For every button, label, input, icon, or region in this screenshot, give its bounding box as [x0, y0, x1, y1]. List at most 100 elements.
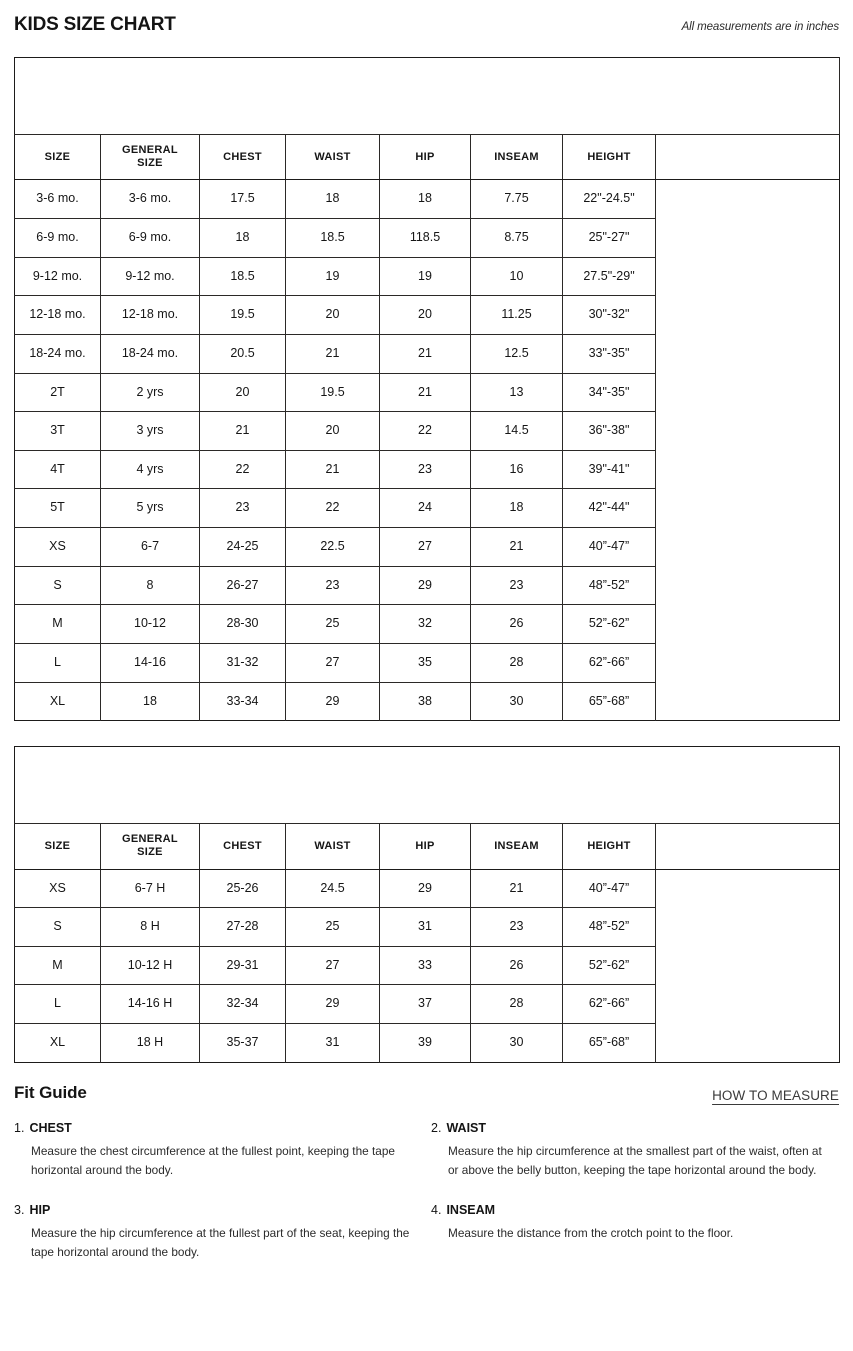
col-header-hip: HIP [379, 823, 471, 870]
cell-chest: 32-34 [199, 984, 286, 1024]
table-row: 5T 5 yrs 23 22 24 18 42"-44" [14, 488, 840, 528]
cell-general: 9-12 mo. [100, 257, 200, 297]
how-to-measure-link[interactable]: HOW TO MEASURE [712, 1087, 839, 1103]
cell-general: 14-16 [100, 643, 200, 683]
cell-waist: 19 [285, 257, 380, 297]
cell-waist: 27 [285, 643, 380, 683]
cell-inseam: 23 [470, 566, 563, 606]
cell-height: 30"-32" [562, 295, 656, 335]
cell-hip: 37 [379, 984, 471, 1024]
brand-x-logo-icon [780, 768, 823, 803]
cell-height: 40”-47” [562, 527, 656, 567]
table-header-row: SIZE GENERAL SIZE CHEST WAIST HIP INSEAM … [14, 134, 840, 181]
cell-inseam: 21 [470, 527, 563, 567]
cell-waist: 18.5 [285, 218, 380, 258]
table-row: L 14-16 31-32 27 35 28 62”-66” [14, 643, 840, 683]
cell-size: L [14, 984, 101, 1024]
cell-size: XL [14, 682, 101, 721]
cell-chest: 21 [199, 411, 286, 451]
cell-inseam: 21 [470, 869, 563, 909]
table-row: 4T 4 yrs 22 21 23 16 39"-41" [14, 450, 840, 490]
cell-blank [655, 984, 840, 1024]
husky-size-table: KIDS - HUSKY SIZE GENERAL SIZE CHEST WAIS… [14, 746, 841, 1063]
cell-waist: 29 [285, 984, 380, 1024]
cell-waist: 22.5 [285, 527, 380, 567]
table-band-kids: KIDS [14, 57, 840, 135]
cell-general: 18 H [100, 1023, 200, 1063]
cell-chest: 29-31 [199, 946, 286, 986]
cell-general: 6-9 mo. [100, 218, 200, 258]
cell-size: S [14, 566, 101, 606]
cell-hip: 27 [379, 527, 471, 567]
cell-chest: 17.5 [199, 179, 286, 219]
table-row: 6-9 mo. 6-9 mo. 18 18.5 118.5 8.75 25"-27" [14, 218, 840, 258]
cell-hip: 24 [379, 488, 471, 528]
cell-hip: 38 [379, 682, 471, 721]
cell-size: XS [14, 869, 101, 909]
page-title: KIDS SIZE CHART [14, 14, 176, 35]
fit-guide-items: 1. CHEST Measure the chest circumference a… [14, 1121, 839, 1263]
cell-inseam: 13 [470, 373, 563, 413]
cell-blank [655, 373, 840, 412]
cell-chest: 26-27 [199, 566, 286, 606]
cell-inseam: 16 [470, 450, 563, 490]
col-header-chest: CHEST [199, 134, 286, 181]
cell-blank [655, 566, 840, 605]
cell-inseam: 28 [470, 984, 563, 1024]
cell-general: 18 [100, 682, 200, 721]
cell-size: 9-12 mo. [14, 257, 101, 297]
table-row: M 10-12 H 29-31 27 33 26 52”-62” [14, 946, 840, 986]
cell-blank [655, 604, 840, 644]
col-header-size: SIZE [14, 134, 101, 181]
table-row: XL 18 33-34 29 38 30 65”-68” [14, 682, 840, 721]
cell-size: S [14, 907, 101, 947]
fit-guide-item: 4. INSEAM Measure the distance from the cr… [431, 1203, 848, 1263]
cell-chest: 24-25 [199, 527, 286, 567]
fit-guide-item-text: Measure the hip circumference at the ful… [31, 1225, 410, 1259]
cell-size: XS [14, 527, 101, 567]
cell-inseam: 8.75 [470, 218, 563, 258]
fit-guide-item-heading: 1. CHEST [14, 1121, 413, 1135]
cell-general: 14-16 H [100, 984, 200, 1024]
cell-hip: 31 [379, 907, 471, 947]
fit-guide-item-label: INSEAM [446, 1202, 496, 1217]
cell-size: 4T [14, 450, 101, 490]
fit-guide-item-label: CHEST [29, 1120, 72, 1135]
table-band-husky: KIDS - HUSKY [14, 746, 841, 825]
cell-height: 42"-44" [562, 488, 656, 528]
cell-waist: 27 [285, 946, 380, 986]
cell-height: 65”-68” [562, 1023, 656, 1063]
band-title: KIDS - HUSKY [375, 777, 479, 794]
fit-guide-title: Fit Guide [14, 1082, 87, 1102]
cell-general: 3-6 mo. [100, 179, 200, 219]
cell-hip: 32 [379, 604, 471, 644]
table-row: M 10-12 28-30 25 32 26 52”-62” [14, 604, 840, 644]
cell-inseam: 7.75 [470, 179, 563, 219]
cell-height: 52”-62” [562, 946, 656, 986]
cell-hip: 21 [379, 334, 471, 374]
cell-general: 6-7 H [100, 869, 200, 909]
cell-waist: 18 [285, 179, 380, 219]
cell-height: 33"-35" [562, 334, 656, 374]
cell-height: 22"-24.5" [562, 179, 656, 219]
cell-height: 27.5"-29" [562, 257, 656, 297]
cell-general: 12-18 mo. [100, 295, 200, 335]
col-header-inseam: INSEAM [470, 823, 563, 870]
cell-hip: 29 [379, 566, 471, 606]
col-header-general-size: GENERAL SIZE [100, 823, 200, 870]
units-note: All measurements are in inches [681, 21, 840, 33]
cell-size: M [14, 946, 101, 986]
cell-waist: 22 [285, 488, 380, 528]
table-row: XS 6-7 H 25-26 24.5 29 21 40”-47” [14, 869, 840, 909]
cell-height: 62”-66” [562, 984, 656, 1024]
cell-general: 3 yrs [100, 411, 200, 451]
cell-blank [655, 488, 840, 528]
cell-waist: 19.5 [285, 373, 380, 413]
cell-waist: 23 [285, 566, 380, 606]
fit-guide-item-heading: 4. INSEAM [431, 1203, 830, 1217]
cell-waist: 20 [285, 411, 380, 451]
husky-table-body: XS 6-7 H 25-26 24.5 29 21 40”-47” S 8 H 27-28 25 31… [14, 869, 840, 1063]
cell-inseam: 30 [470, 682, 563, 721]
